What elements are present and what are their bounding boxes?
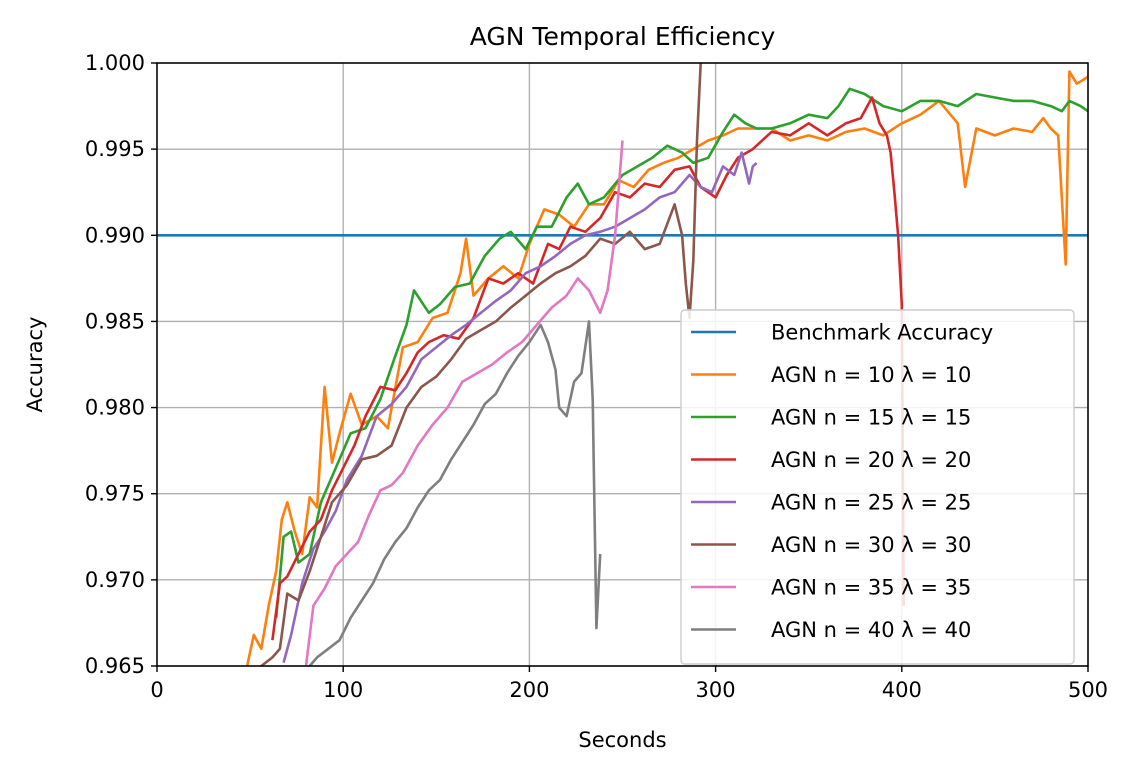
legend-label: AGN n = 30 λ = 30	[771, 533, 971, 557]
legend: Benchmark Accuracy AGN n = 10 λ = 10 AGN n…	[680, 309, 1075, 665]
legend-label: AGN n = 15 λ = 15	[771, 406, 971, 430]
legend-label: AGN n = 40 λ = 40	[771, 618, 971, 642]
y-tick-label: 0.965	[85, 654, 145, 678]
y-tick-label: 0.970	[85, 568, 145, 592]
legend-label: AGN n = 25 λ = 25	[771, 491, 971, 515]
x-axis-label: Seconds	[578, 728, 666, 752]
x-tick-label: 100	[323, 678, 363, 702]
x-tick-label: 500	[1068, 678, 1108, 702]
y-tick-label: 0.990	[85, 223, 145, 247]
series-layer	[157, 63, 1088, 666]
y-tick-label: 0.980	[85, 396, 145, 420]
legend-label: Benchmark Accuracy	[771, 321, 993, 345]
series-line-1	[245, 70, 1088, 666]
series-line-6	[304, 140, 624, 666]
plot-frame	[156, 62, 1089, 667]
y-tick-label: 0.995	[85, 137, 145, 161]
legend-box	[680, 309, 1075, 665]
series-line-2	[274, 87, 1088, 618]
y-axis: 0.965 0.970 0.975 0.980 0.985 0.990 0.995 1.000	[85, 51, 157, 678]
legend-label: AGN n = 35 λ = 35	[771, 576, 971, 600]
y-axis-label: Accuracy	[23, 317, 47, 413]
y-tick-label: 0.975	[85, 482, 145, 506]
x-tick-label: 200	[509, 678, 549, 702]
x-tick-label: 300	[696, 678, 736, 702]
chart-title: AGN Temporal Efficiency	[470, 22, 776, 51]
series-line-7	[308, 320, 602, 666]
x-tick-label: 400	[882, 678, 922, 702]
series-line-4	[282, 151, 758, 663]
y-tick-label: 1.000	[85, 51, 145, 75]
series-line-5	[260, 63, 702, 666]
legend-label: AGN n = 20 λ = 20	[771, 448, 971, 472]
x-tick-label: 0	[150, 678, 163, 702]
legend-label: AGN n = 10 λ = 10	[771, 363, 971, 387]
series-line-3	[271, 96, 905, 641]
x-axis: 0 100 200 300 400 500	[150, 666, 1108, 702]
y-tick-label: 0.985	[85, 309, 145, 333]
